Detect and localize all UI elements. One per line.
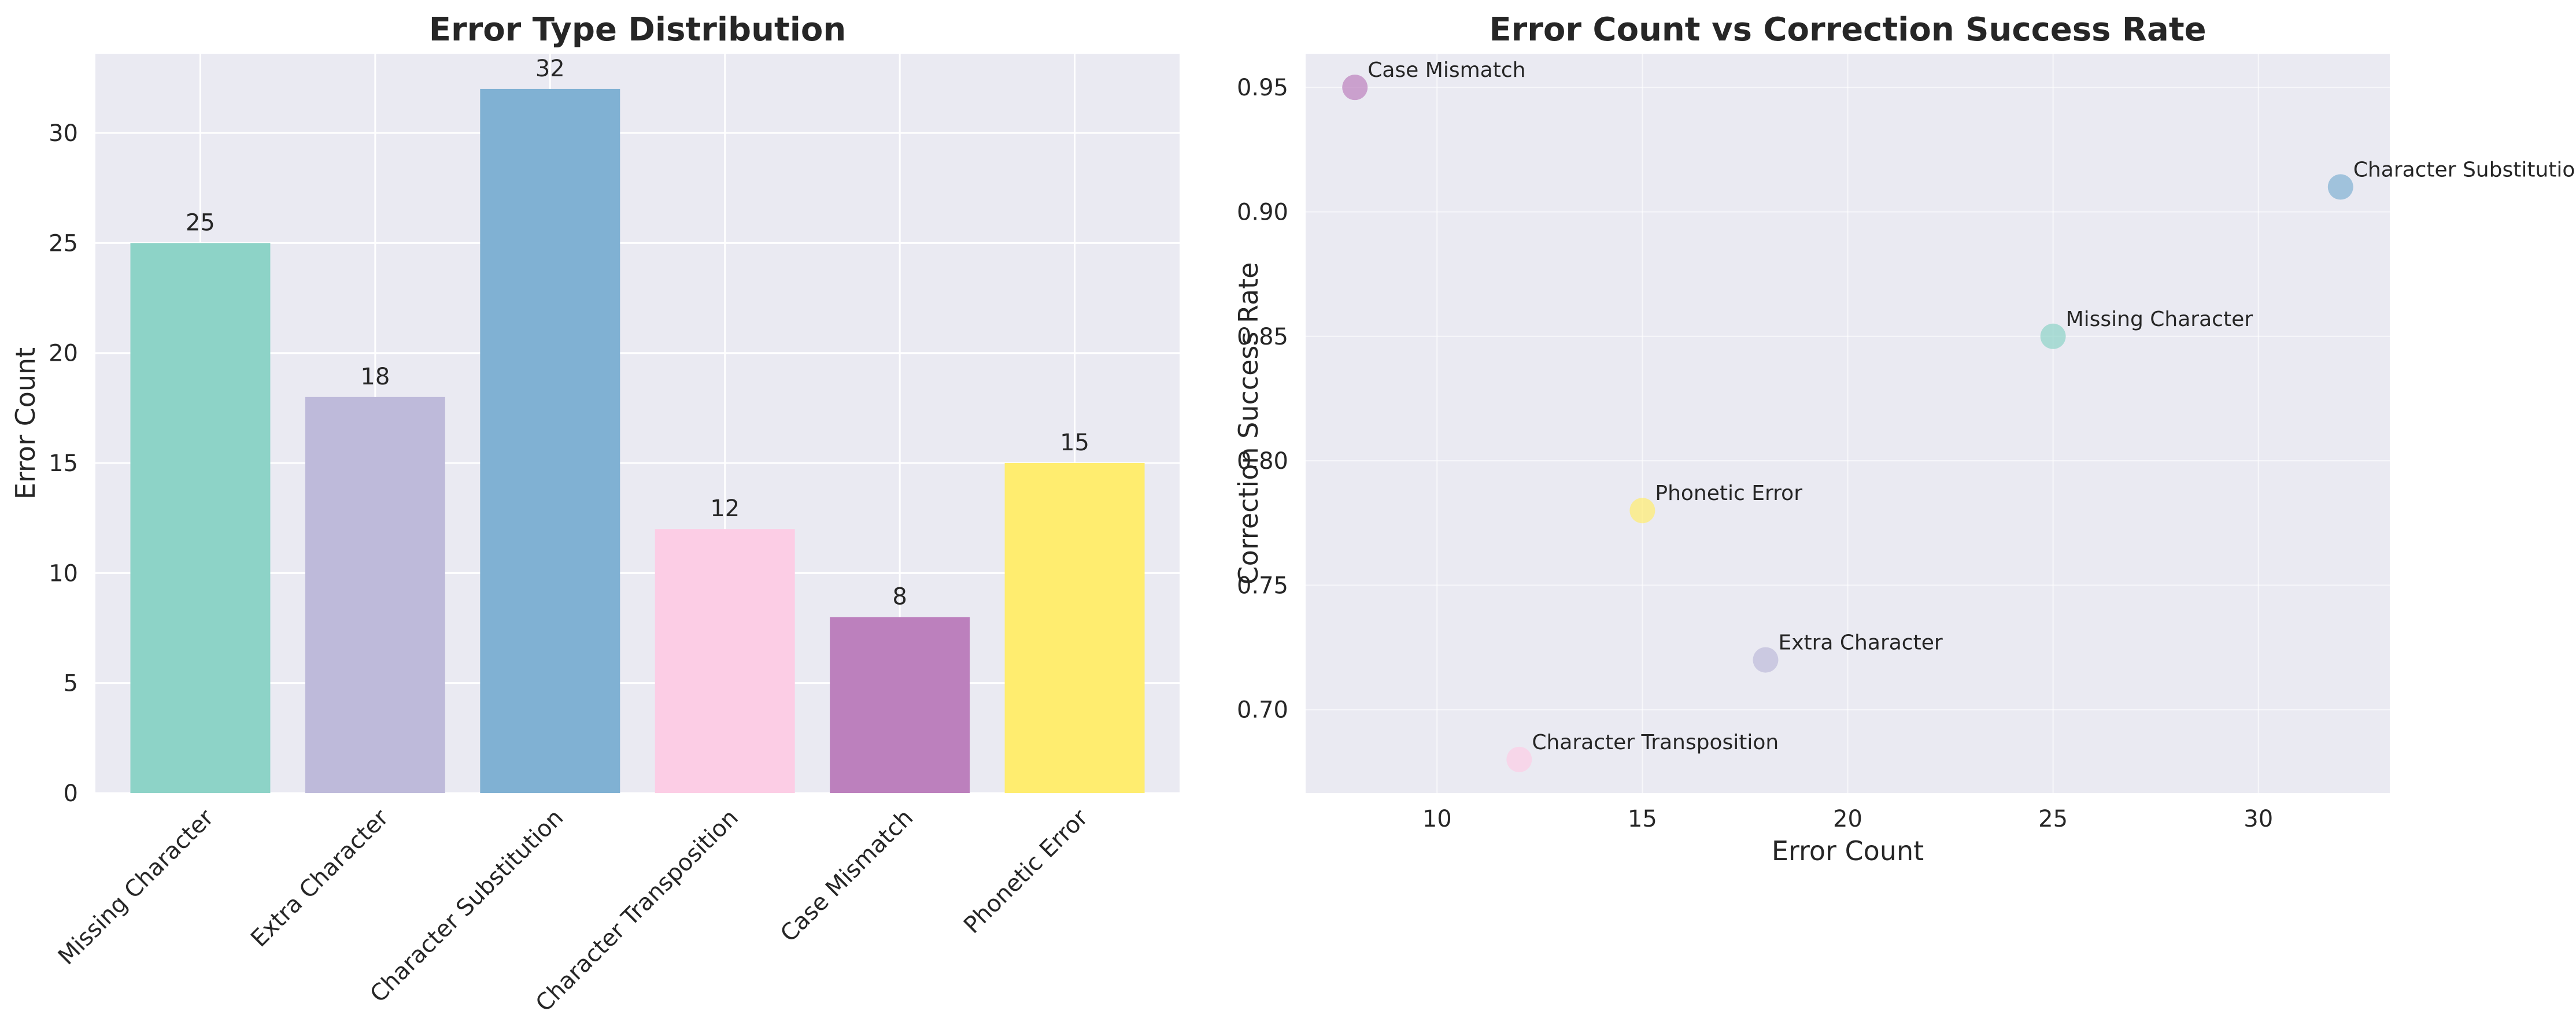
bar-value-label-missing-character: 25 bbox=[186, 209, 215, 236]
scatter-chart-y-tick-label: 0.75 bbox=[1237, 572, 1288, 599]
bar-value-label-extra-character: 18 bbox=[360, 364, 390, 390]
scatter-chart-x-tick-label: 25 bbox=[2038, 806, 2068, 832]
scatter-chart-y-axis-label: Correction Success Rate bbox=[1233, 262, 1264, 585]
bar-chart-y-tick-label: 30 bbox=[49, 120, 78, 147]
scatter-point-label-missing-character: Missing Character bbox=[2066, 308, 2253, 331]
scatter-point-label-character-substitution: Character Substitution bbox=[2353, 158, 2576, 182]
bar-value-label-case-mismatch: 8 bbox=[892, 583, 907, 610]
bar-phonetic-error bbox=[1004, 463, 1145, 793]
scatter-chart-x-tick-label: 20 bbox=[1833, 806, 1862, 832]
bar-chart-panel: 25 18 32 12 8 15 0 5 10 15 20 25 30 Missing Characte… bbox=[10, 11, 1180, 1017]
bar-case-mismatch bbox=[830, 617, 970, 793]
bar-chart-y-tick-label: 20 bbox=[49, 340, 78, 367]
bar-chart-title: Error Type Distribution bbox=[429, 11, 847, 49]
bar-chart-y-tick-label: 15 bbox=[49, 450, 78, 477]
scatter-chart-x-tick-label: 10 bbox=[1422, 806, 1452, 832]
bar-chart-y-tick-label: 10 bbox=[49, 560, 78, 587]
scatter-point-case-mismatch bbox=[1342, 75, 1368, 101]
scatter-chart-x-tick-label: 15 bbox=[1628, 806, 1657, 832]
scatter-chart-y-tick-label: 0.70 bbox=[1237, 697, 1288, 724]
scatter-chart-y-tick-label: 0.80 bbox=[1237, 448, 1288, 475]
bar-chart-plot-area bbox=[95, 54, 1180, 793]
scatter-point-label-character-transposition: Character Transposition bbox=[1532, 731, 1779, 754]
scatter-chart-x-axis-label: Error Count bbox=[1772, 835, 1924, 867]
bar-chart-y-axis-label: Error Count bbox=[10, 347, 41, 499]
bar-value-label-character-transposition: 12 bbox=[710, 495, 740, 522]
bar-chart-x-tick-label: Case Mismatch bbox=[775, 805, 918, 947]
bar-chart-y-tick-label: 0 bbox=[64, 780, 78, 807]
bar-chart-bars: 25 18 32 12 8 15 bbox=[130, 55, 1145, 793]
bar-chart-y-tick-label: 25 bbox=[49, 230, 78, 257]
scatter-point-character-substitution bbox=[2327, 174, 2353, 200]
scatter-chart-panel: Missing Character Extra Character Characte… bbox=[1233, 11, 2576, 867]
bar-chart-y-tick-label: 5 bbox=[64, 671, 78, 697]
scatter-point-extra-character bbox=[1753, 647, 1779, 673]
bar-chart-x-tick-label: Missing Character bbox=[53, 804, 219, 970]
scatter-point-label-phonetic-error: Phonetic Error bbox=[1655, 482, 1802, 505]
scatter-point-missing-character bbox=[2040, 323, 2066, 349]
scatter-chart-y-tick-label: 0.90 bbox=[1237, 199, 1288, 225]
scatter-chart-y-tick-label: 0.85 bbox=[1237, 324, 1288, 350]
bar-chart-x-tick-label: Phonetic Error bbox=[959, 804, 1093, 939]
scatter-point-phonetic-error bbox=[1629, 498, 1655, 524]
scatter-chart-grid bbox=[1306, 54, 2390, 793]
scatter-point-label-case-mismatch: Case Mismatch bbox=[1368, 58, 1525, 82]
scatter-chart-title: Error Count vs Correction Success Rate bbox=[1489, 11, 2206, 49]
scatter-chart-y-tick-label: 0.95 bbox=[1237, 75, 1288, 101]
scatter-chart-points: Missing Character Extra Character Characte… bbox=[1342, 58, 2576, 772]
scatter-chart-ticks: 0.70 0.75 0.80 0.85 0.90 0.95 10 15 20 25 30 bbox=[1237, 75, 2273, 832]
bar-missing-character bbox=[130, 243, 271, 793]
scatter-chart-x-tick-label: 30 bbox=[2244, 806, 2273, 832]
scatter-point-character-transposition bbox=[1506, 746, 1532, 772]
bar-character-transposition bbox=[655, 529, 795, 793]
bar-character-substitution bbox=[480, 88, 620, 793]
bar-extra-character bbox=[305, 397, 445, 793]
bar-value-label-character-substitution: 32 bbox=[535, 55, 565, 82]
scatter-point-label-extra-character: Extra Character bbox=[1778, 631, 1942, 655]
bar-chart-x-tick-label: Character Transposition bbox=[531, 805, 744, 1017]
bar-chart-x-tick-label: Character Substitution bbox=[365, 805, 568, 1008]
bar-chart-x-tick-label: Extra Character bbox=[246, 804, 394, 952]
bar-value-label-phonetic-error: 15 bbox=[1060, 429, 1089, 456]
